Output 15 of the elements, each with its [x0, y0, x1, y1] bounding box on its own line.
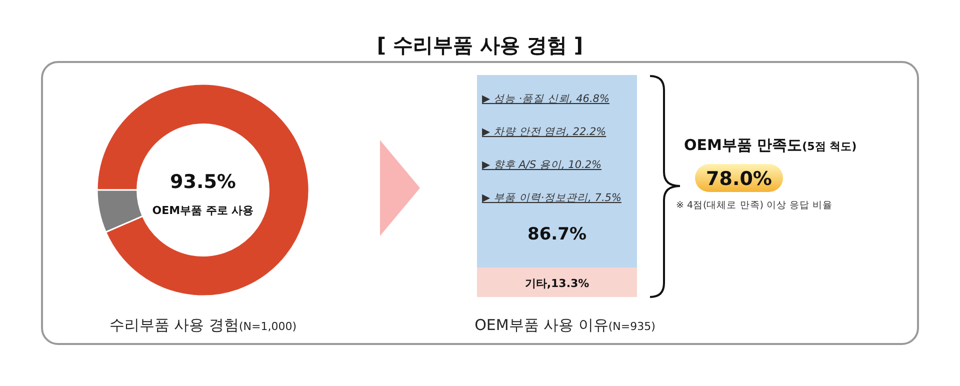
text: 78.0%: [706, 168, 772, 190]
data-label: 기타,13.3%: [524, 277, 590, 290]
data-label: 86.7%: [528, 224, 586, 244]
chart-title: [ 수리부품 사용 경험 ]: [376, 33, 584, 57]
annotation: ▶ 성능 ·품질 신뢰, 46.8%: [482, 93, 610, 105]
text: ※ 4점(대체로 만족) 이상 응답 비율: [676, 200, 833, 211]
annotation: ▶ 차량 안전 염려, 22.2%: [482, 126, 606, 138]
donut-slice: [96, 83, 310, 297]
data-label: 93.5%: [170, 171, 236, 193]
text: 수리부품 사용 경험(N=1,000): [109, 316, 297, 334]
text: OEM부품 만족도(5점 척도): [684, 136, 857, 154]
annotation: ▶ 부품 이력·정보관리, 7.5%: [482, 192, 622, 204]
slice-label: OEM부품 주로 사용: [152, 204, 254, 217]
annotation: ▶ 향후 A/S 용이, 10.2%: [482, 159, 602, 171]
x-axis-title: OEM부품 사용 이유(N=935): [474, 316, 656, 334]
